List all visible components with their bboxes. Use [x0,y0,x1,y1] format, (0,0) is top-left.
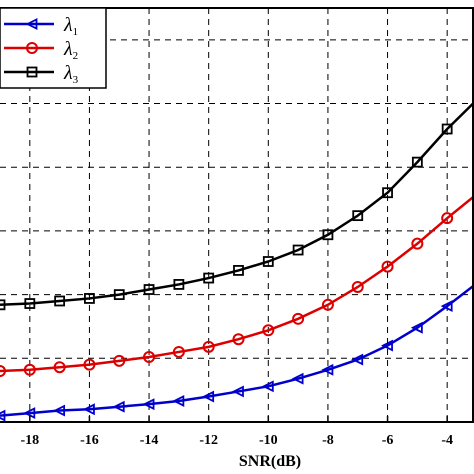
data-point-square [352,210,364,222]
data-point-square [173,279,185,290]
x-tick-label: -16 [80,433,99,448]
data-point-square [24,298,36,309]
data-point-square [26,66,38,78]
series-2 [0,194,474,378]
data-point-square [54,295,66,307]
data-point-circle [53,361,66,374]
data-point-triangle [142,398,155,411]
data-point-square [292,244,304,256]
data-point-square [0,299,6,311]
data-point-circle [83,358,96,371]
x-tick-label: -14 [140,433,159,448]
data-point-circle [292,312,305,325]
data-point-triangle [172,395,185,407]
series-1 [0,283,474,422]
data-point-circle [321,298,334,311]
data-point-circle [172,345,185,358]
x-tick-label: -10 [259,433,278,448]
data-point-triangle [351,353,364,366]
data-point-square [84,293,95,304]
series-lines [0,100,474,422]
data-point-circle [26,42,38,54]
data-point-square [203,272,215,284]
x-tick-label: -8 [322,433,334,448]
data-point-circle [143,351,156,364]
data-point-circle [262,324,275,337]
data-point-circle [113,354,126,367]
data-point-triangle [321,363,334,376]
data-point-triangle [23,407,36,420]
series-line [0,100,474,307]
data-point-triangle [25,18,38,30]
data-point-square [441,123,453,135]
grid [0,8,474,422]
data-point-triangle [291,372,304,385]
data-point-triangle [381,339,393,352]
data-point-triangle [202,390,215,403]
data-point-triangle [231,385,244,398]
data-point-square [322,229,334,241]
x-tick-label: -6 [382,433,394,448]
data-point-triangle [53,404,66,417]
data-point-circle [411,237,424,250]
series-line [0,194,474,373]
data-point-square [382,187,393,199]
x-tick-label: -12 [199,433,218,448]
data-point-triangle [440,300,453,313]
data-point-triangle [112,400,125,413]
x-tick-label: -18 [20,433,39,448]
data-point-circle [232,333,245,346]
data-point-square [143,284,155,295]
data-point-circle [202,340,215,353]
data-point-triangle [82,403,95,416]
data-point-triangle [410,321,423,334]
series-3 [0,100,474,311]
x-tick-labels: -18 -16 -14 -12 -10 -8 -6 -4 [20,433,453,448]
x-tick-label: -4 [441,433,453,448]
legend-label-subscript: 1 [73,26,79,38]
data-point-triangle [261,380,274,393]
data-point-triangle [0,409,6,422]
data-point-square [262,256,274,267]
data-point-square [113,289,125,301]
data-point-circle [441,212,454,225]
legend-label-subscript: 2 [73,50,79,62]
data-point-square [411,156,423,168]
x-axis-label: SNR(dB) [239,453,301,470]
data-point-circle [0,365,6,378]
data-point-circle [351,280,364,293]
data-point-circle [381,260,394,273]
data-point-circle [23,363,36,376]
data-point-square [233,265,244,276]
legend-label-subscript: 3 [73,74,79,86]
series-line [0,283,474,417]
